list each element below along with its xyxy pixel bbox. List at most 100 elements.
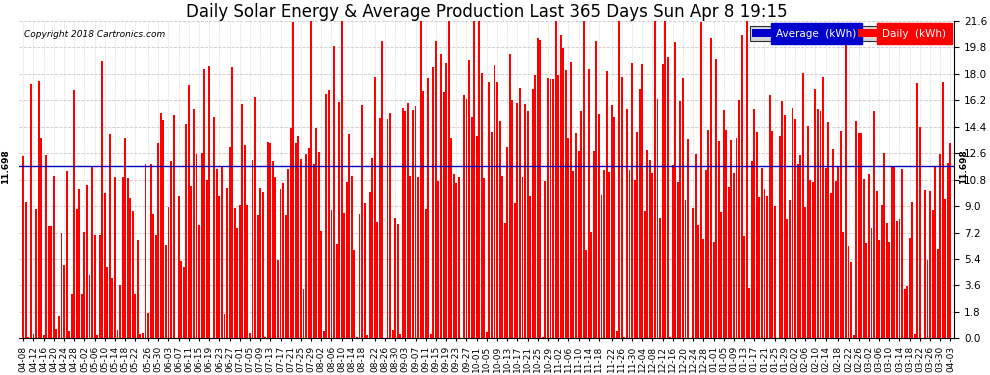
Bar [450, 138, 452, 338]
Bar [741, 35, 742, 338]
Bar [415, 106, 417, 338]
Bar [397, 224, 399, 338]
Bar [81, 294, 83, 338]
Bar [595, 41, 597, 338]
Bar [613, 117, 615, 338]
Bar [417, 177, 419, 338]
Bar [761, 168, 763, 338]
Bar [522, 177, 524, 338]
Bar [789, 200, 791, 338]
Bar [88, 274, 90, 338]
Bar [119, 285, 121, 338]
Bar [644, 210, 645, 338]
Bar [828, 122, 829, 338]
Bar [203, 69, 205, 338]
Bar [540, 40, 542, 338]
Bar [127, 178, 129, 338]
Bar [48, 226, 50, 338]
Bar [190, 186, 192, 338]
Text: Copyright 2018 Cartronics.com: Copyright 2018 Cartronics.com [24, 30, 165, 39]
Bar [483, 177, 485, 338]
Bar [944, 199, 946, 338]
Bar [476, 136, 477, 338]
Bar [180, 261, 182, 338]
Bar [845, 26, 847, 338]
Bar [549, 78, 551, 338]
Bar [664, 21, 666, 338]
Bar [886, 223, 888, 338]
Bar [152, 214, 154, 338]
Bar [272, 161, 274, 338]
Bar [547, 78, 548, 338]
Bar [170, 161, 172, 338]
Bar [185, 124, 187, 338]
Bar [919, 128, 921, 338]
Bar [162, 120, 164, 338]
Bar [753, 110, 755, 338]
Bar [580, 111, 582, 338]
Bar [68, 331, 70, 338]
Bar [718, 141, 720, 338]
Bar [940, 154, 941, 338]
Bar [616, 331, 618, 338]
Bar [376, 222, 378, 338]
Bar [723, 111, 725, 338]
Bar [932, 210, 934, 338]
Bar [537, 38, 539, 338]
Bar [287, 169, 289, 338]
Bar [386, 119, 388, 338]
Bar [78, 189, 80, 338]
Bar [756, 132, 757, 338]
Bar [514, 203, 516, 338]
Bar [728, 187, 730, 338]
Bar [65, 171, 67, 338]
Bar [73, 90, 75, 338]
Bar [339, 102, 341, 338]
Bar [267, 142, 268, 338]
Bar [702, 240, 704, 338]
Bar [810, 180, 811, 338]
Bar [736, 138, 738, 338]
Bar [264, 337, 266, 338]
Bar [554, 21, 556, 338]
Bar [323, 331, 325, 338]
Bar [646, 150, 648, 338]
Bar [76, 209, 78, 338]
Bar [648, 160, 650, 338]
Bar [101, 61, 103, 338]
Bar [237, 228, 239, 338]
Bar [157, 143, 159, 338]
Bar [758, 196, 760, 338]
Bar [226, 188, 228, 338]
Bar [379, 118, 381, 338]
Bar [313, 164, 315, 338]
Bar [739, 100, 740, 338]
Bar [863, 179, 865, 338]
Bar [297, 136, 299, 338]
Bar [815, 89, 817, 338]
Bar [486, 332, 488, 338]
Bar [70, 294, 72, 338]
Bar [60, 233, 62, 338]
Bar [750, 161, 752, 338]
Bar [860, 134, 862, 338]
Bar [825, 168, 827, 338]
Bar [763, 189, 765, 338]
Bar [909, 238, 911, 338]
Bar [850, 262, 852, 338]
Bar [94, 236, 96, 338]
Bar [86, 185, 88, 338]
Bar [229, 147, 231, 338]
Bar [494, 65, 495, 338]
Bar [412, 110, 414, 338]
Bar [941, 82, 943, 338]
Bar [559, 35, 561, 338]
Bar [58, 316, 59, 338]
Bar [731, 140, 733, 338]
Bar [346, 182, 347, 338]
Bar [784, 115, 786, 338]
Bar [177, 196, 179, 338]
Bar [656, 99, 658, 338]
Bar [792, 108, 793, 338]
Bar [904, 289, 906, 338]
